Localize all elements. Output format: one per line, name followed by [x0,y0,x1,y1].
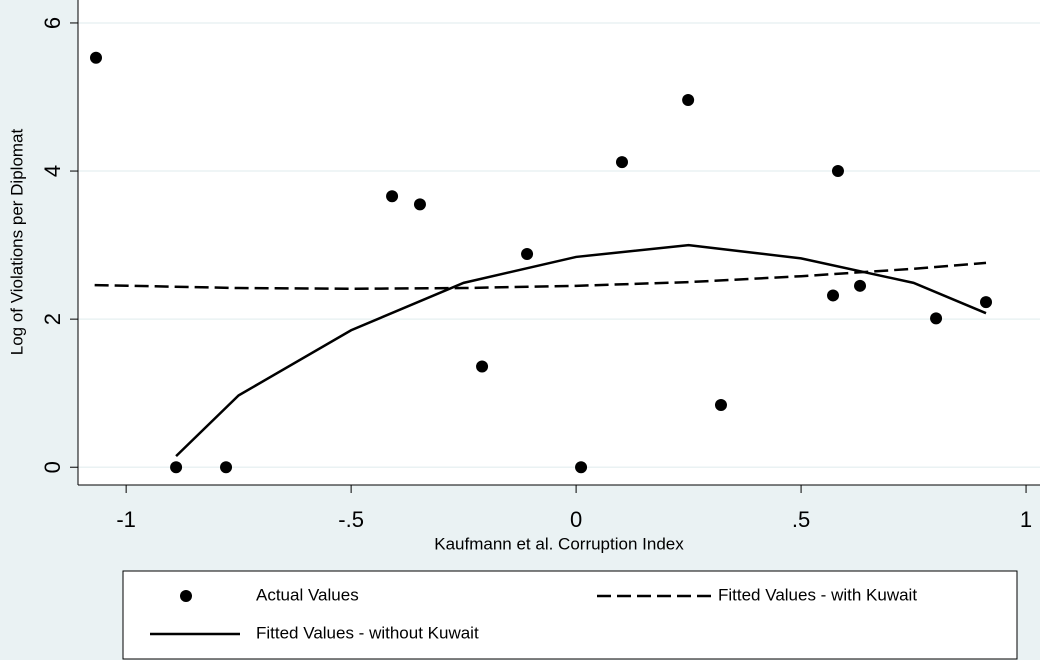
x-tick-label: -1 [116,507,136,532]
fit-line [94,261,987,291]
data-point [714,399,727,412]
legend-label: Actual Values [256,585,359,604]
data-point [170,461,183,474]
x-tick-label: .5 [792,507,810,532]
y-tick-label: 4 [40,165,65,177]
data-point [930,312,943,325]
data-point [521,247,534,260]
data-point [682,93,695,106]
data-point [854,279,867,292]
data-point [476,360,489,373]
data-point [575,461,588,474]
data-point [386,190,399,203]
y-axis-title: Log of Violations per Diplomat [7,128,26,355]
plot-area [78,0,1040,485]
data-point [413,198,426,211]
data-point [220,461,233,474]
data-point [831,165,844,178]
legend-marker [180,590,192,602]
y-tick-label: 0 [40,461,65,473]
x-tick-label: 1 [1020,507,1032,532]
y-tick-label: 2 [40,313,65,325]
legend-box [122,570,1018,660]
data-point [89,51,102,64]
y-tick-label: 6 [40,17,65,29]
data-point [827,289,840,302]
legend-label: Fitted Values - with Kuwait [718,585,917,604]
x-tick-label: 0 [570,507,582,532]
x-tick-label: -.5 [338,507,364,532]
x-axis-title: Kaufmann et al. Corruption Index [434,534,684,553]
data-point [615,156,628,169]
legend-label: Fitted Values - without Kuwait [256,623,479,642]
data-point [980,296,993,309]
fit-line [175,243,987,458]
